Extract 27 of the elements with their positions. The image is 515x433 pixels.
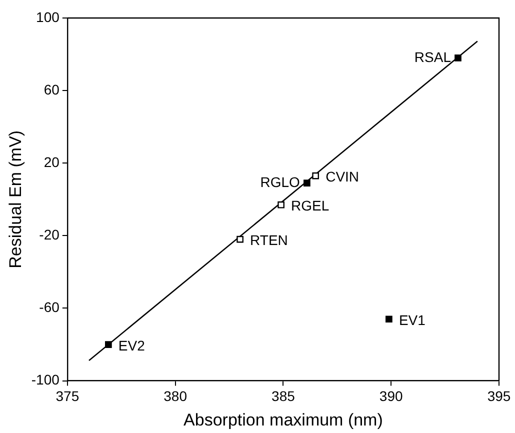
point — [236, 236, 244, 243]
y-axis-title: Residual Em (mV) — [6, 130, 25, 268]
point — [454, 54, 462, 62]
x-tick-label: 395 — [487, 388, 511, 404]
y-tick-label: -20 — [39, 226, 60, 243]
y-tick-label: 100 — [36, 8, 60, 25]
annotation: EV2 — [118, 337, 146, 354]
annotation: RGLO — [260, 174, 300, 190]
x-tick-label: 390 — [379, 388, 403, 404]
point — [304, 180, 310, 187]
x-axis-title: Absorption maximum (nm) — [184, 410, 383, 430]
y-tick-label: 60 — [44, 81, 60, 98]
y-tick-label: 20 — [44, 154, 60, 170]
annotation: EV1 — [398, 312, 426, 328]
annotation: RGEL — [291, 198, 330, 214]
x-tick-label: 385 — [272, 388, 296, 404]
annotation: RTEN — [250, 232, 288, 248]
y-tick-label: -100 — [31, 372, 60, 388]
y-tick-label: -60 — [39, 299, 60, 316]
x-tick-label: 375 — [56, 388, 80, 404]
x-tick-label: 380 — [164, 388, 188, 404]
annotation: CVIN — [326, 168, 360, 185]
point — [312, 172, 320, 180]
point — [104, 341, 112, 348]
point — [278, 201, 284, 208]
point — [386, 316, 392, 323]
annotation: RSAL — [414, 48, 452, 65]
